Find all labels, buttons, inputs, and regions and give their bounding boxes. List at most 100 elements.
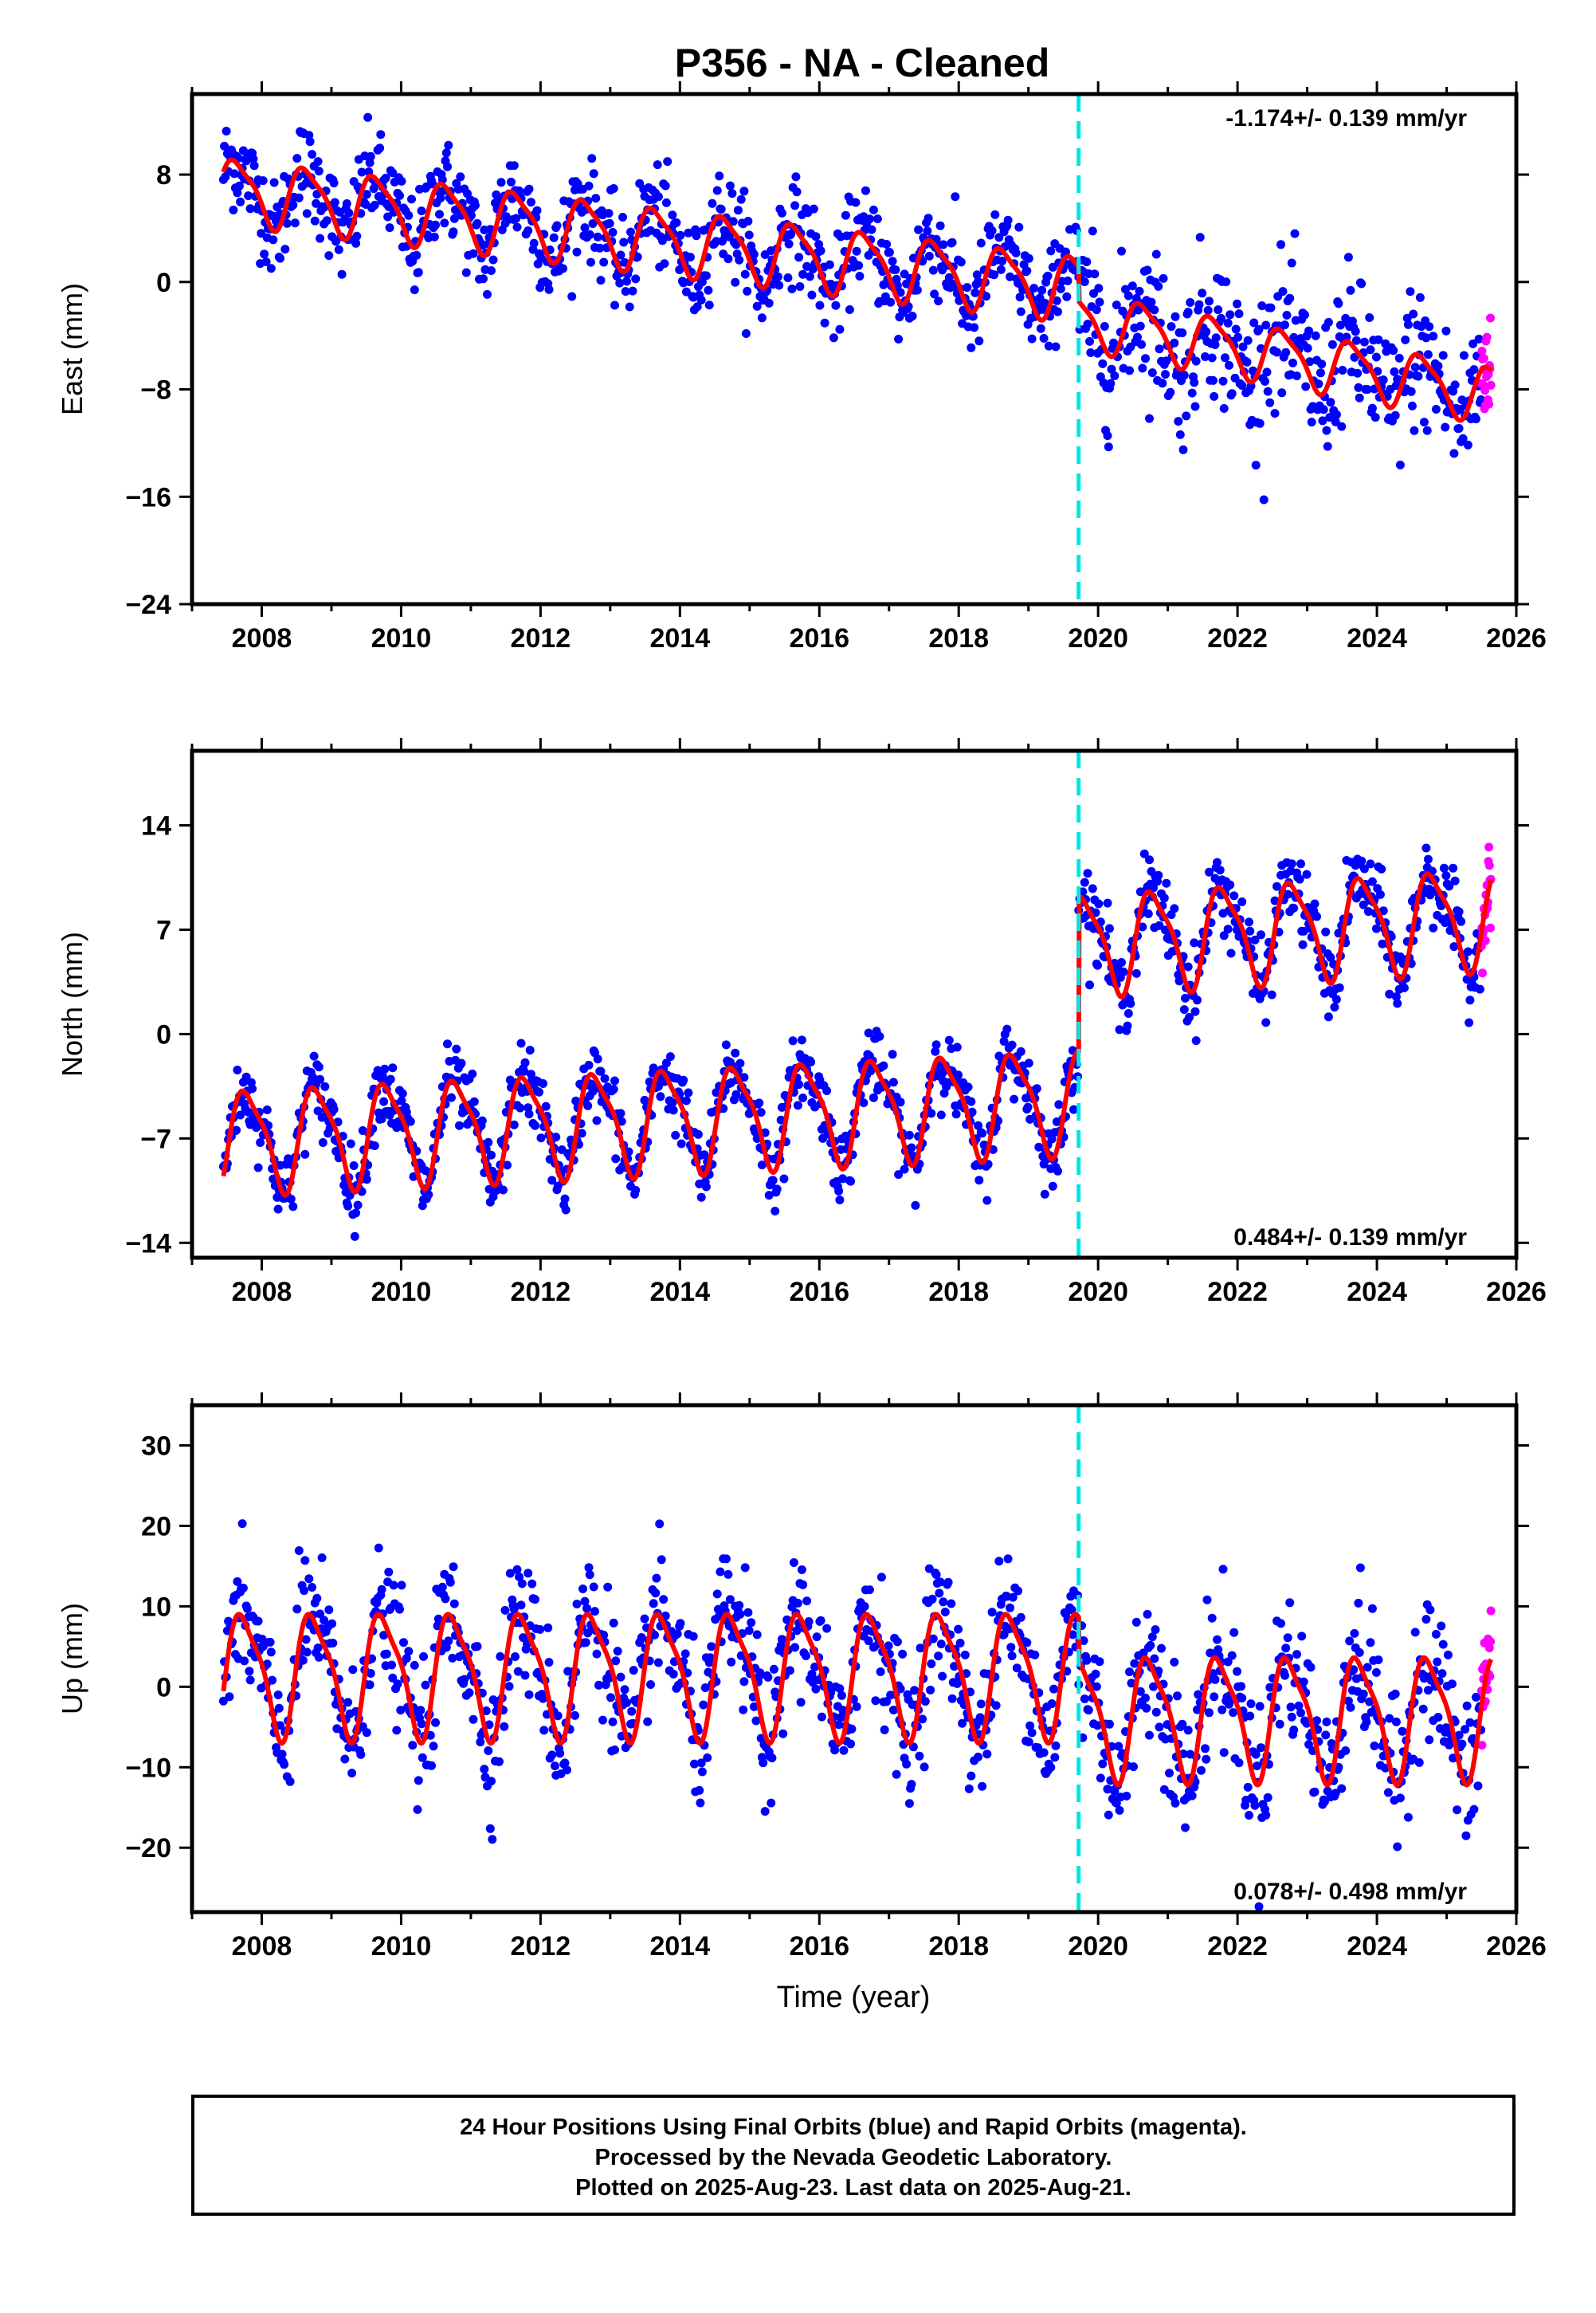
data-point (882, 1697, 892, 1706)
data-point (1016, 1047, 1025, 1056)
data-point (268, 1675, 277, 1685)
data-point (816, 1616, 825, 1625)
data-point (531, 1595, 539, 1604)
data-point (320, 1616, 329, 1625)
data-point (1088, 884, 1097, 893)
data-point (591, 194, 601, 203)
data-point (429, 1742, 438, 1751)
data-point (865, 214, 874, 224)
x-tick-label: 2012 (511, 1277, 571, 1307)
data-point (604, 209, 614, 218)
data-point (386, 1074, 395, 1084)
data-point (1049, 1684, 1058, 1694)
data-point (994, 233, 1004, 242)
data-point (465, 1688, 474, 1698)
data-point (1270, 896, 1280, 905)
data-point (756, 1108, 766, 1117)
data-point (524, 1569, 533, 1578)
data-point (1083, 320, 1092, 329)
data-point (790, 201, 800, 210)
rate-annotation: 0.484+/- 0.139 mm/yr (1233, 1224, 1467, 1251)
data-point (1245, 926, 1255, 936)
data-point (1401, 335, 1410, 344)
data-point (1406, 387, 1416, 396)
data-point (1363, 1663, 1372, 1672)
data-point (324, 1605, 334, 1615)
data-point (1155, 1722, 1164, 1732)
data-point (233, 188, 242, 198)
data-point (1367, 1604, 1377, 1613)
data-point (517, 1579, 527, 1588)
data-point (1296, 1708, 1305, 1718)
data-point (804, 1617, 814, 1626)
data-point (1085, 980, 1094, 990)
y-axis-label: Up (mm) (56, 1603, 88, 1714)
data-point (1251, 1749, 1261, 1759)
data-point (238, 146, 248, 155)
data-point (1385, 989, 1394, 999)
data-point (408, 1741, 418, 1750)
data-point (1433, 1713, 1443, 1722)
data-point (807, 290, 817, 300)
data-point (301, 1635, 311, 1644)
data-point (1190, 402, 1200, 411)
data-point (1345, 1636, 1355, 1646)
panel-east: 2008 2010 2012 2014 2016 2018 2020 2022 2024 2026… (56, 81, 1547, 654)
data-point (1161, 370, 1170, 379)
data-point (1229, 891, 1239, 901)
data-point (469, 249, 478, 258)
data-point (939, 240, 948, 249)
data-point (886, 297, 896, 307)
data-point (994, 1557, 1004, 1566)
data-point (1023, 1102, 1033, 1112)
data-point (1027, 334, 1037, 344)
data-point (1178, 1719, 1187, 1729)
data-point (739, 187, 749, 196)
data-point (792, 1626, 802, 1636)
data-point (547, 1750, 557, 1760)
data-point (751, 1716, 761, 1726)
rapid-data-point (1486, 1637, 1495, 1647)
data-point (884, 248, 894, 257)
data-point (398, 1089, 407, 1098)
data-point (651, 1588, 661, 1598)
data-point (1367, 877, 1377, 886)
data-point (947, 1694, 957, 1703)
data-point (974, 1176, 984, 1185)
data-point (982, 292, 991, 301)
data-point (1151, 1625, 1160, 1635)
data-point (1047, 1699, 1057, 1708)
data-point (593, 232, 602, 242)
data-point (1362, 1717, 1371, 1726)
data-point (598, 1715, 607, 1725)
data-point (509, 1120, 519, 1129)
rapid-data-point (1477, 347, 1487, 355)
data-point (1471, 414, 1480, 424)
data-point (376, 130, 386, 139)
data-point (327, 1619, 337, 1628)
data-point (864, 1636, 873, 1646)
y-tick-label: −7 (140, 1124, 171, 1154)
data-point (1299, 1677, 1308, 1687)
data-point (1475, 984, 1484, 994)
data-point (880, 1725, 889, 1734)
data-point (1311, 331, 1320, 340)
data-point (783, 273, 793, 282)
data-point (318, 1138, 327, 1147)
data-point (244, 191, 253, 201)
data-point (934, 296, 943, 306)
data-point (1225, 880, 1235, 889)
data-point (316, 1609, 325, 1619)
data-point (1318, 416, 1327, 426)
data-point (532, 206, 542, 215)
data-point (791, 172, 801, 182)
data-point (549, 233, 559, 242)
data-point (1261, 1810, 1271, 1820)
data-point (1286, 1702, 1296, 1712)
data-point (440, 218, 449, 228)
data-point (689, 1759, 699, 1769)
data-point (1454, 907, 1464, 917)
data-point (1119, 967, 1128, 976)
data-point (1219, 404, 1229, 413)
data-point (1154, 870, 1163, 880)
